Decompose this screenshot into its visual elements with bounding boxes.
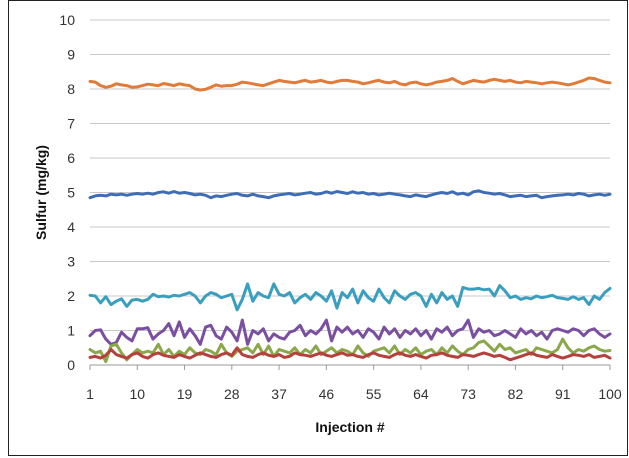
series-line-6 <box>88 346 612 362</box>
y-tick-label: 6 <box>67 150 75 166</box>
x-axis-ticks: 1 10 19 28 37 46 55 64 73 82 91 100 <box>86 365 622 402</box>
y-tick-label: 10 <box>59 12 75 28</box>
y-axis-label: Sulfur (mg/kg) <box>33 145 49 240</box>
gridlines <box>90 19 610 331</box>
y-tick-label: 0 <box>67 357 75 373</box>
y-tick-label: 9 <box>67 47 75 63</box>
y-tick-label: 8 <box>67 81 75 97</box>
x-tick-label: 55 <box>366 386 382 402</box>
series-line-4 <box>88 318 612 346</box>
x-tick-label: 64 <box>413 386 429 402</box>
y-tick-label: 4 <box>67 219 75 235</box>
series-line-2 <box>88 189 612 200</box>
y-axis-ticks: 0 1 2 3 4 5 6 7 8 9 10 <box>59 12 75 373</box>
y-tick-label: 2 <box>67 288 75 304</box>
x-axis-label: Injection # <box>315 419 384 435</box>
y-tick-label: 1 <box>67 323 75 339</box>
x-tick-label: 73 <box>460 386 476 402</box>
chart-frame <box>8 0 628 456</box>
x-tick-label: 91 <box>555 386 571 402</box>
x-tick-label: 28 <box>224 386 240 402</box>
x-tick-label: 10 <box>129 386 145 402</box>
x-tick-label: 37 <box>271 386 287 402</box>
y-tick-label: 3 <box>67 254 75 270</box>
series-line-3 <box>88 282 612 312</box>
x-tick-label: 19 <box>177 386 193 402</box>
series-lines <box>88 76 612 364</box>
x-tick-label: 46 <box>319 386 335 402</box>
x-tick-label: 1 <box>86 386 94 402</box>
series-line-1 <box>88 76 612 92</box>
x-tick-label: 100 <box>598 386 622 402</box>
y-tick-label: 5 <box>67 185 75 201</box>
x-tick-label: 82 <box>508 386 524 402</box>
series-line-5 <box>88 337 612 364</box>
y-tick-label: 7 <box>67 116 75 132</box>
